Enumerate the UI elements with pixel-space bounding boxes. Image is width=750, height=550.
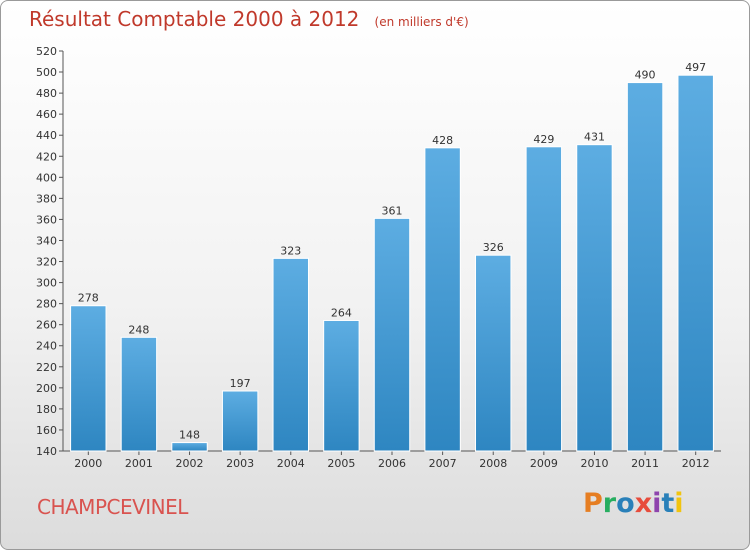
y-tick-label: 500 xyxy=(36,66,57,79)
y-tick-label: 360 xyxy=(36,213,57,226)
brand-letter: r xyxy=(602,488,617,519)
bar xyxy=(272,257,309,452)
brand-letter: x xyxy=(634,488,653,519)
y-tick-label: 420 xyxy=(36,150,57,163)
chart-unit: (en milliers d'€) xyxy=(374,15,469,29)
brand-letter: i xyxy=(652,488,662,519)
bar xyxy=(424,147,461,452)
bar xyxy=(677,74,714,452)
x-tick-label: 2003 xyxy=(226,457,254,470)
data-label: 264 xyxy=(331,306,352,319)
x-tick-label: 2009 xyxy=(530,457,558,470)
y-tick-label: 220 xyxy=(36,361,57,374)
y-tick-label: 140 xyxy=(36,445,57,458)
y-tick-label: 340 xyxy=(36,234,57,247)
bar xyxy=(626,82,664,452)
y-tick-label: 400 xyxy=(36,171,57,184)
x-tick-label: 2004 xyxy=(277,457,305,470)
data-label: 428 xyxy=(432,134,453,147)
brand-letter: P xyxy=(583,488,603,519)
y-tick-label: 460 xyxy=(36,108,57,121)
bar xyxy=(323,319,360,452)
x-tick-label: 2010 xyxy=(580,457,608,470)
y-tick-label: 260 xyxy=(36,319,57,332)
data-label: 490 xyxy=(635,69,656,82)
commune-name: CHAMPCEVINEL xyxy=(37,495,188,519)
value-labels: 278 248 148 197 323 264 361 428 326 429 431 490 497 xyxy=(78,61,706,441)
title-row: Résultat Comptable 2000 à 2012 (en milli… xyxy=(29,7,469,31)
data-label: 148 xyxy=(179,429,200,442)
x-tick-label: 2001 xyxy=(125,457,153,470)
x-tick-label: 2007 xyxy=(429,457,457,470)
bars xyxy=(70,74,714,452)
bar xyxy=(576,144,613,452)
y-tick-label: 160 xyxy=(36,424,57,437)
y-tick-label: 280 xyxy=(36,298,57,311)
y-tick-label: 240 xyxy=(36,340,57,353)
y-tick-label: 480 xyxy=(36,87,57,100)
bar xyxy=(221,390,259,452)
y-tick-label: 300 xyxy=(36,277,57,290)
brand-letter: i xyxy=(674,488,684,519)
y-tick-label: 200 xyxy=(36,382,57,395)
x-tick-label: 2000 xyxy=(74,457,102,470)
data-label: 361 xyxy=(382,204,403,217)
data-label: 431 xyxy=(584,131,605,144)
bar xyxy=(475,254,512,452)
data-label: 429 xyxy=(533,133,554,146)
axes: 140 160 180 200 220 240 260 280 300 320 340 360 380 4… xyxy=(36,45,721,470)
y-tick-label: 440 xyxy=(36,129,57,142)
data-label: 497 xyxy=(685,61,706,74)
data-label: 197 xyxy=(230,377,251,390)
x-tick-label: 2012 xyxy=(682,457,710,470)
data-label: 248 xyxy=(128,323,149,336)
y-tick-label: 380 xyxy=(36,192,57,205)
data-label: 323 xyxy=(280,244,301,257)
chart-title: Résultat Comptable 2000 à 2012 xyxy=(29,7,360,31)
x-tick-label: 2002 xyxy=(176,457,204,470)
bar xyxy=(525,146,563,452)
bar xyxy=(120,336,158,452)
y-tick-label: 520 xyxy=(36,45,57,58)
brand-letter: o xyxy=(616,488,635,519)
x-tick-label: 2011 xyxy=(631,457,659,470)
brand-letter: t xyxy=(661,488,675,519)
bar xyxy=(373,217,411,452)
y-tick-label: 180 xyxy=(36,403,57,416)
x-tick-label: 2008 xyxy=(479,457,507,470)
x-tick-label: 2005 xyxy=(327,457,355,470)
data-label: 326 xyxy=(483,241,504,254)
y-tick-label: 320 xyxy=(36,256,57,269)
bar xyxy=(70,305,107,452)
data-label: 278 xyxy=(78,292,99,305)
bar xyxy=(171,442,208,452)
x-tick-label: 2006 xyxy=(378,457,406,470)
brand-logo: Proxiti xyxy=(583,488,684,519)
